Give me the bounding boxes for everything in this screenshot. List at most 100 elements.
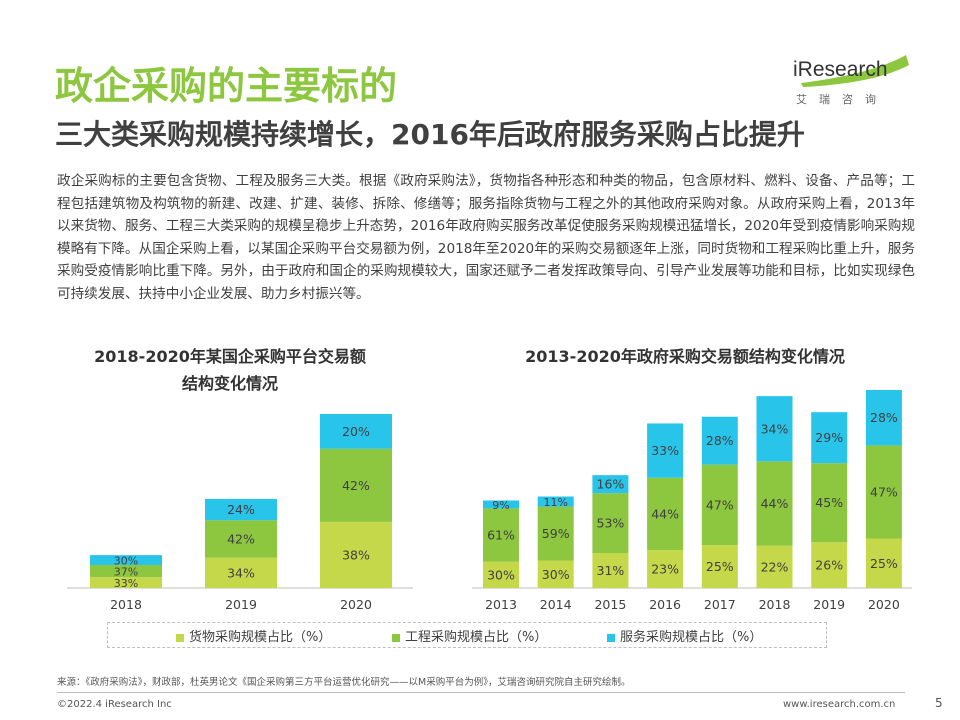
chart1-bar-services-2018 <box>90 555 162 565</box>
chart1-title-line2: 结构变化情况 <box>181 374 278 393</box>
chart2-label-goods-2013: 30% <box>487 567 515 582</box>
chart1-label-goods-2020: 38% <box>342 547 370 562</box>
legend <box>107 622 827 648</box>
chart2-bar-services-2018 <box>756 396 793 462</box>
legend-swatch-engineering <box>392 633 400 642</box>
chart2-bar-engineering-2014 <box>537 506 574 561</box>
chart2-label-engineering-2014: 59% <box>542 526 570 541</box>
chart1-label-services-2018: 30% <box>114 555 138 568</box>
legend-swatch-goods <box>176 633 184 642</box>
chart2-label-services-2020: 28% <box>870 410 898 425</box>
footer-divider <box>57 692 905 693</box>
chart2-label-goods-2016: 23% <box>651 562 679 577</box>
chart2-tick-2013: 2013 <box>485 597 517 612</box>
chart1-bar-goods-2019 <box>205 557 277 588</box>
chart2-label-goods-2015: 31% <box>597 563 625 578</box>
chart1-bar-engineering-2019 <box>205 520 277 558</box>
chart1-bar-services-2019 <box>205 498 277 521</box>
legend-item-goods: 货物采购规模占比（%） <box>176 626 331 645</box>
chart2-label-services-2015: 16% <box>597 477 625 492</box>
chart2-tick-2019: 2019 <box>813 597 845 612</box>
chart2-label-engineering-2018: 44% <box>761 496 789 511</box>
chart1-tick-2018: 2018 <box>110 597 142 612</box>
chart2-bar-services-2020 <box>865 390 902 446</box>
chart2-label-engineering-2019: 45% <box>815 495 843 510</box>
chart2-bar-goods-2020 <box>865 538 902 588</box>
chart2-label-services-2019: 29% <box>815 430 843 445</box>
chart1-bar-engineering-2020 <box>320 448 392 522</box>
chart2-label-goods-2019: 26% <box>815 558 843 573</box>
chart2-bar-goods-2017 <box>701 545 738 588</box>
legend-label-goods: 货物采购规模占比（%） <box>189 630 332 645</box>
chart2-tick-2015: 2015 <box>594 597 626 612</box>
chart2-tick-2016: 2016 <box>649 597 681 612</box>
chart1-label-engineering-2020: 42% <box>342 478 370 493</box>
chart1-title: 2018-2020年某国企采购平台交易额 结构变化情况 <box>60 343 400 397</box>
chart2-bar-services-2015 <box>592 475 629 494</box>
chart2-label-engineering-2016: 44% <box>651 506 679 521</box>
chart1-bar-services-2020 <box>320 414 392 449</box>
chart2-bar-goods-2018 <box>756 545 793 588</box>
chart2-label-goods-2014: 30% <box>542 567 570 582</box>
page-title: 政企采购的主要标的 <box>55 64 398 108</box>
chart2-bar-goods-2013 <box>483 561 519 588</box>
page-subtitle: 三大类采购规模持续增长，2016年后政府服务采购占比提升 <box>55 118 805 151</box>
chart2-bar-services-2013 <box>483 500 519 509</box>
chart1-label-services-2019: 24% <box>227 502 255 517</box>
chart2-bar-services-2014 <box>537 496 574 507</box>
chart2-title: 2013-2020年政府采购交易额结构变化情况 <box>525 347 845 366</box>
logo-chinese: 艾瑞咨询 <box>796 93 888 106</box>
chart2-label-services-2018: 34% <box>761 421 789 436</box>
chart1-bar-goods-2020 <box>320 521 392 588</box>
chart1-label-goods-2019: 34% <box>227 565 255 580</box>
chart2-label-services-2013: 9% <box>492 499 509 512</box>
chart2-label-services-2017: 28% <box>706 433 734 448</box>
chart1-tick-2020: 2020 <box>340 597 372 612</box>
chart1-bar-engineering-2018 <box>90 564 162 578</box>
chart2-bar-goods-2014 <box>537 560 574 588</box>
legend-swatch-services <box>607 633 615 642</box>
footer-website[interactable]: www.iresearch.com.cn <box>783 699 896 710</box>
chart1-bar-goods-2018 <box>90 577 162 588</box>
legend-label-engineering: 工程采购规模占比（%） <box>405 630 548 645</box>
chart2-tick-2020: 2020 <box>868 597 900 612</box>
chart2-label-engineering-2020: 47% <box>870 484 898 499</box>
chart2-tick-2014: 2014 <box>540 597 572 612</box>
chart1-label-engineering-2019: 42% <box>227 532 255 547</box>
intro-paragraph: 政企采购标的主要包含货物、工程及服务三大类。根据《政府采购法》，货物指各种形态和… <box>57 173 915 302</box>
chart2-bar-engineering-2017 <box>701 464 738 546</box>
chart2-bar-engineering-2016 <box>647 477 684 551</box>
chart2-bar-goods-2016 <box>647 550 684 588</box>
chart2-label-goods-2017: 25% <box>706 559 734 574</box>
chart1-label-services-2020: 20% <box>342 424 370 439</box>
chart2-bar-services-2016 <box>647 423 684 478</box>
footer-copyright: ©2022.4 iResearch Inc <box>57 699 172 710</box>
chart2-bar-services-2017 <box>701 416 738 465</box>
chart1-label-engineering-2018: 37% <box>114 566 138 579</box>
legend-label-services: 服务采购规模占比（%） <box>620 630 763 645</box>
chart2-label-services-2016: 33% <box>651 443 679 458</box>
chart2-bar-engineering-2015 <box>592 493 629 554</box>
chart2-bar-engineering-2018 <box>756 461 793 546</box>
page-number: 5 <box>935 696 943 710</box>
chart2-bar-engineering-2013 <box>483 508 519 562</box>
chart2-label-engineering-2015: 53% <box>597 516 625 531</box>
chart1-tick-2019: 2019 <box>225 597 257 612</box>
chart2-bar-goods-2019 <box>811 542 848 588</box>
chart2-label-engineering-2013: 61% <box>487 528 515 543</box>
chart2-bar-engineering-2020 <box>865 445 902 539</box>
chart2-bar-goods-2015 <box>592 553 629 588</box>
legend-item-services: 服务采购规模占比（%） <box>607 626 762 645</box>
chart1-label-goods-2018: 33% <box>114 577 138 590</box>
source-note: 来源：《政府采购法》，财政部，杜英男论文《国企采购第三方平台运营优化研究——以M… <box>57 677 631 688</box>
chart2-label-engineering-2017: 47% <box>706 497 734 512</box>
logo-swoosh-icon <box>801 55 909 87</box>
logo-wordmark: iResearch <box>793 58 888 81</box>
chart2-tick-2018: 2018 <box>759 597 791 612</box>
chart2-label-services-2014: 11% <box>543 496 567 509</box>
chart2-bar-engineering-2019 <box>811 463 848 543</box>
legend-item-engineering: 工程采购规模占比（%） <box>392 626 547 645</box>
chart2-bar-services-2019 <box>811 412 848 464</box>
iresearch-logo: iResearch 艾瑞咨询 <box>793 53 911 108</box>
